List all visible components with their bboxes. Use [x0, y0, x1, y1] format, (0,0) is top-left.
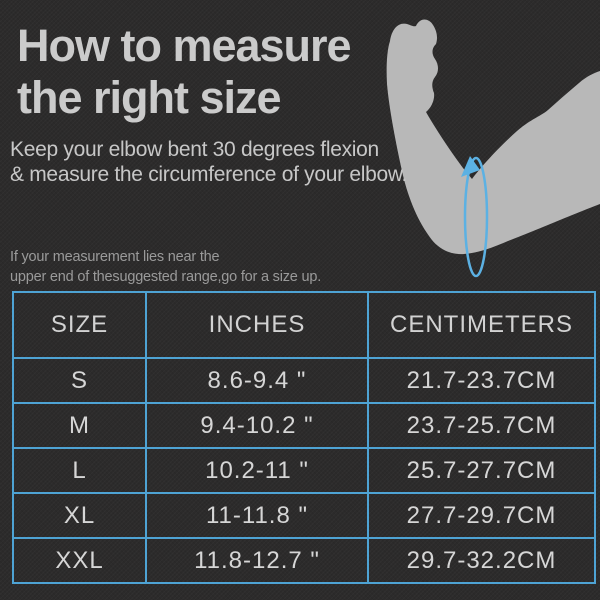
measuring-instructions: Keep your elbow bent 30 degrees flexion … [10, 137, 407, 187]
measurement-arrowhead-icon [461, 156, 480, 177]
centimeters-cell: 21.7-23.7CM [367, 357, 596, 404]
inches-cell: 11-11.8 " [145, 492, 369, 539]
table-row-xl: XL 11-11.8 " 27.7-29.7CM [12, 492, 596, 539]
measuring-instructions-line2: & measure the circumference of your elbo… [10, 163, 408, 186]
inches-cell: 11.8-12.7 " [145, 537, 369, 584]
inches-cell: 9.4-10.2 " [145, 402, 369, 449]
centimeters-cell: 25.7-27.7CM [367, 447, 596, 494]
page-title-line2: the right size [17, 72, 282, 123]
table-row-s: S 8.6-9.4 " 21.7-23.7CM [12, 357, 596, 404]
table-row-xxl: XXL 11.8-12.7 " 29.7-32.2CM [12, 537, 596, 584]
measuring-instructions-line1: Keep your elbow bent 30 degrees flexion [10, 138, 379, 161]
table-row-m: M 9.4-10.2 " 23.7-25.7CM [12, 402, 596, 449]
inches-cell: 8.6-9.4 " [145, 357, 369, 404]
size-cell: XXL [12, 537, 147, 584]
sizing-tip-line2: upper end of thesuggested range,go for a… [10, 269, 322, 285]
elbow-circumference-ellipse-icon [463, 156, 489, 278]
sizing-tip-line1: If your measurement lies near the [10, 249, 220, 265]
size-table-header-row: SIZE INCHES CENTIMETERS [12, 291, 596, 359]
size-table: SIZE INCHES CENTIMETERS S 8.6-9.4 " 21.7… [12, 291, 596, 584]
size-cell: L [12, 447, 147, 494]
inches-cell: 10.2-11 " [145, 447, 369, 494]
bent-arm-silhouette-icon [386, 19, 600, 255]
page-title: How to measure the right size [17, 20, 352, 124]
sizing-tip: If your measurement lies near the upper … [10, 247, 321, 287]
centimeters-cell: 27.7-29.7CM [367, 492, 596, 539]
column-header-centimeters: CENTIMETERS [367, 291, 596, 359]
column-header-inches: INCHES [145, 291, 369, 359]
size-cell: S [12, 357, 147, 404]
table-row-l: L 10.2-11 " 25.7-27.7CM [12, 447, 596, 494]
centimeters-cell: 29.7-32.2CM [367, 537, 596, 584]
size-cell: XL [12, 492, 147, 539]
centimeters-cell: 23.7-25.7CM [367, 402, 596, 449]
page-title-line1: How to measure [17, 20, 352, 71]
column-header-size: SIZE [12, 291, 147, 359]
size-cell: M [12, 402, 147, 449]
